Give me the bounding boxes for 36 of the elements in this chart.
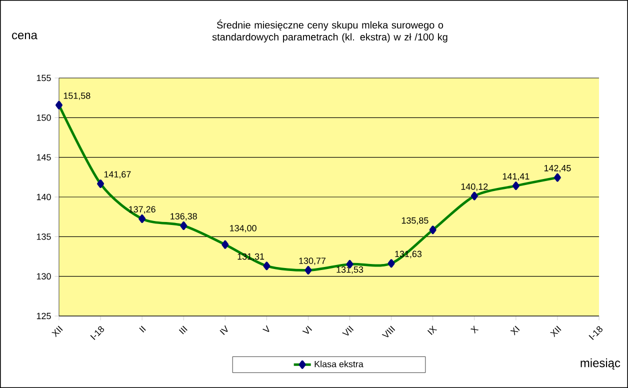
x-tick-label: XII — [52, 326, 63, 338]
x-tick-label: VIII — [382, 326, 396, 338]
data-label: 131,53 — [336, 266, 364, 274]
x-axis-title: miesiąc — [580, 358, 620, 370]
x-tick-label: V — [262, 325, 270, 332]
x-tick-label: XII — [550, 326, 562, 338]
data-label: 136,38 — [170, 213, 197, 221]
data-label: 151,58 — [64, 92, 90, 100]
y-tick-label: 155 — [36, 74, 51, 82]
y-tick-label: 130 — [36, 273, 51, 280]
data-label: 141,41 — [502, 173, 530, 181]
y-tick-label: 140 — [36, 194, 51, 200]
data-label: 134,00 — [230, 224, 256, 232]
x-tick-label: IX — [427, 325, 438, 336]
y-axis-title: cena — [12, 32, 38, 40]
data-label: 135,85 — [402, 217, 428, 225]
x-tick-label: I-18 — [588, 326, 603, 340]
data-label: 137,26 — [129, 206, 156, 214]
y-tick-label: 150 — [36, 114, 51, 121]
x-tick-label: II — [139, 326, 146, 333]
legend-label: Klasa ekstra — [314, 360, 364, 368]
x-tick-label: III — [178, 326, 188, 334]
x-tick-label: IV — [220, 325, 228, 336]
x-tick-label: I-18 — [90, 326, 104, 340]
data-label: 141,67 — [104, 171, 131, 179]
data-label: 142,45 — [544, 164, 571, 172]
x-tick-label: X — [470, 325, 479, 334]
x-tick-label: VI — [302, 326, 312, 334]
x-tick-label: VII — [342, 326, 354, 336]
data-label: 130,77 — [299, 258, 326, 266]
x-tick-label: XI — [510, 326, 520, 336]
y-tick-label: 125 — [36, 312, 51, 320]
chart-title: Średnie miesięczne ceny skupu mleka surowego o standardowych parametrach (kl. ekstra) w zł /100 kg — [212, 20, 448, 42]
y-tick-label: 135 — [36, 233, 51, 240]
data-label: 140,12 — [461, 183, 488, 191]
y-tick-label: 145 — [36, 154, 51, 160]
